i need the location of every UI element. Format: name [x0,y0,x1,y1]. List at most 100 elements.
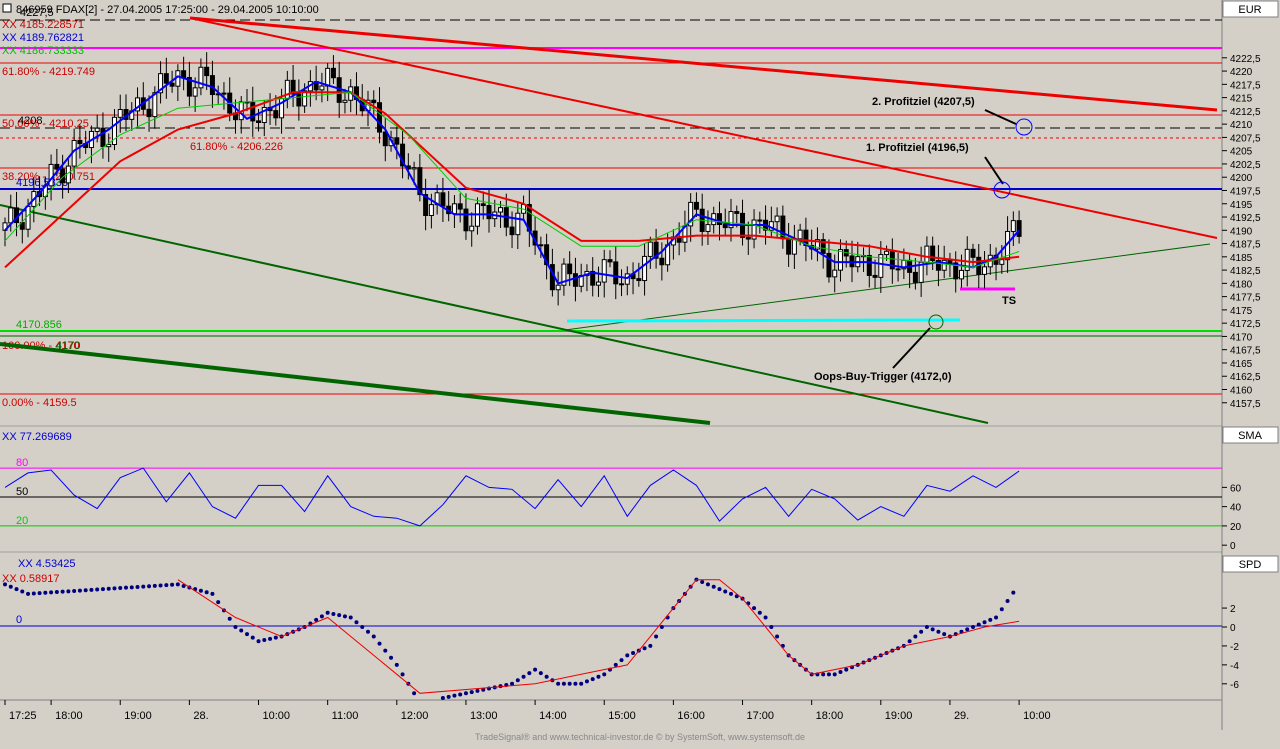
candle-body [958,269,964,280]
osc-dot [659,625,664,629]
rsi-axis-ticks: 60 40 20 0 [1222,483,1242,552]
osc-dot [158,583,163,588]
osc-dot [198,588,203,593]
label-fib618b: 61.80% - 4206.226 [190,141,283,153]
candle-body [100,127,106,148]
osc-dot [37,591,42,596]
profit-target-1-label: 1. Profitziel (4196,5) [866,142,969,154]
osc-dot [763,615,768,620]
candle-body [734,211,740,214]
osc-dot [216,600,221,605]
time-tick-label: 19:00 [124,710,152,722]
candle-body [469,225,475,232]
ma-line-2 [4,91,1020,269]
osc-dot [919,629,924,634]
time-tick-label: 15:00 [608,710,636,722]
price-tick-label: 4222,5 [1230,54,1261,65]
osc-dot [256,639,261,644]
osc-dot [757,610,762,615]
candle-body [826,252,832,278]
osc-dot [510,681,515,686]
osc-zero-label: 0 [16,614,22,626]
candle-body [152,92,158,118]
osc-dot [613,662,618,667]
profit-target-1-arrow [984,156,1004,185]
osc-dot [66,589,71,594]
osc-dot [43,590,48,595]
green-trend-lower [0,204,989,424]
osc-dot [400,672,405,677]
price-tick-label: 4185 [1230,253,1253,264]
osc-dot [8,584,13,589]
candle-body [1016,220,1022,237]
candle-body [186,76,192,97]
price-tick-label: 4220 [1230,67,1253,78]
time-tick-label: 16:00 [677,710,705,722]
candle-body [693,201,699,210]
osc-dot [152,583,157,588]
price-tick-label: 4172,5 [1230,319,1261,330]
candle-body [377,102,383,133]
candle-body [642,255,648,282]
osc-dot [20,589,25,594]
candle-body [832,269,838,278]
osc-tick-label: 2 [1230,604,1236,615]
osc-dot [994,615,999,620]
osc-dot [227,616,232,621]
osc-dot [700,580,705,585]
osc-dot [924,625,929,629]
rsi-level-label: 80 [16,457,28,469]
osc-tick-label: -4 [1230,661,1239,672]
candle-body [77,139,83,145]
candle-body [722,223,728,229]
candle-body [509,226,515,236]
osc-dot [821,672,826,677]
price-tick-label: 4217,5 [1230,80,1261,91]
osc-dot [147,584,152,589]
candle-body [117,109,123,118]
price-tick-label: 4207,5 [1230,133,1261,144]
osc-dot [337,613,342,618]
osc-dot [100,587,105,592]
osc-series [3,577,1020,700]
label-fib382: 38.20% - 4200.751 [2,171,95,183]
candle-body [204,66,210,77]
osc-dot [273,635,278,640]
candle-body [884,250,890,256]
osc-dot [936,629,941,634]
time-tick-label: 14:00 [539,710,567,722]
price-tick-label: 4200 [1230,173,1253,184]
time-tick-label: 13:00 [470,710,498,722]
chart-header: 846959 FDAX[2] - 27.04.2005 17:25:00 - 2… [2,3,319,16]
osc-dot [31,591,36,596]
candle-body [250,102,256,122]
chart-title: 846959 FDAX[2] - 27.04.2005 17:25:00 - 2… [16,4,319,16]
osc-dot [141,584,146,589]
osc-dot [3,582,7,587]
candle-body [1010,220,1016,232]
osc-dot [625,653,630,658]
candle-body [688,201,694,227]
candle-body [394,137,400,145]
osc-dot [631,651,636,656]
osc-dot [95,587,100,592]
candle-body [567,263,573,275]
price-tick-label: 4187,5 [1230,240,1261,251]
osc-dot [567,681,572,686]
sma-label: SMA [1238,430,1263,442]
time-tick-label: 28. [193,710,208,722]
candle-body [705,224,711,232]
rsi-line [4,467,1020,527]
candle-body [19,222,25,230]
osc-dot [14,587,19,592]
candle-body [498,207,504,213]
window-icon[interactable] [2,3,12,13]
green-support-line [564,243,1211,331]
candle-body [607,259,613,263]
candle-body [428,204,434,217]
candle-body [866,254,872,276]
candle-body [480,203,486,207]
candle-body [999,259,1005,265]
osc-dot [907,639,912,644]
